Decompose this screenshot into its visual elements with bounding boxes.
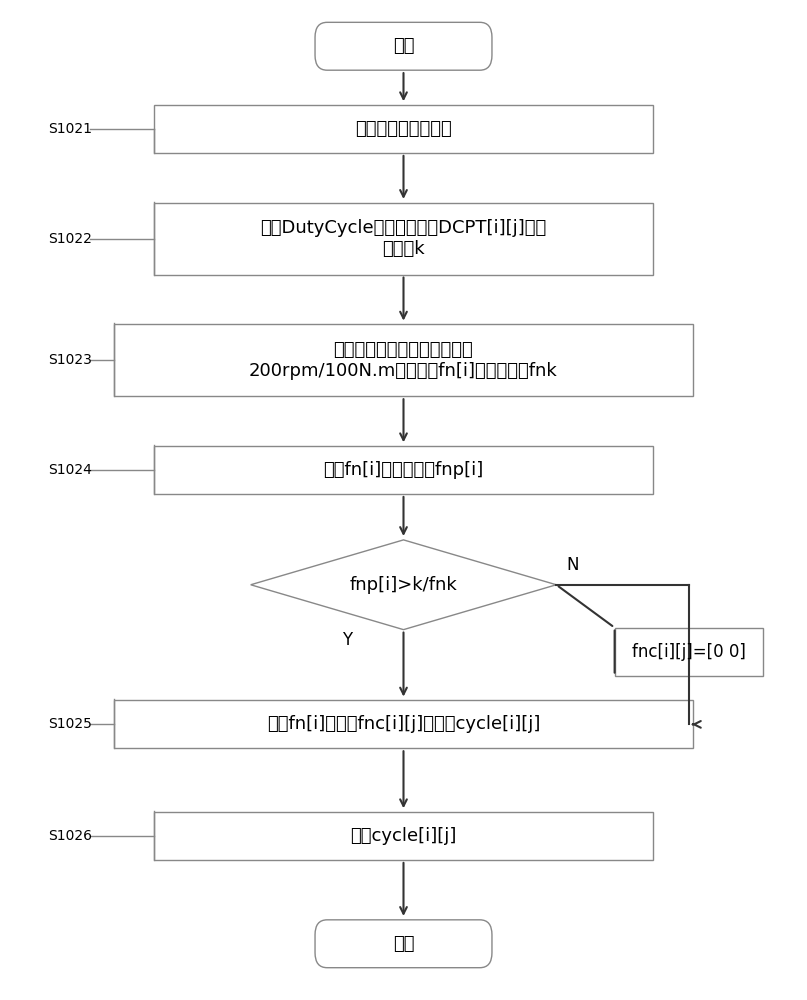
FancyBboxPatch shape [154, 446, 653, 494]
FancyBboxPatch shape [154, 105, 653, 153]
Polygon shape [251, 540, 556, 630]
FancyBboxPatch shape [114, 700, 693, 748]
FancyBboxPatch shape [114, 324, 693, 396]
Text: S1026: S1026 [48, 829, 92, 843]
Text: 读入DutyCycle转速扭矩存入DCPT[i][j]数据
总组数k: 读入DutyCycle转速扭矩存入DCPT[i][j]数据 总组数k [261, 219, 546, 258]
Text: fnp[i]>k/fnk: fnp[i]>k/fnk [349, 576, 458, 594]
Text: S1021: S1021 [48, 122, 92, 136]
Text: 外特性计算数据传递: 外特性计算数据传递 [355, 120, 452, 138]
FancyBboxPatch shape [315, 22, 492, 70]
Text: 外特性扩展区单区划分单区为
200rpm/100N.m单区编号fn[i]，单区总数fnk: 外特性扩展区单区划分单区为 200rpm/100N.m单区编号fn[i]，单区总… [249, 341, 558, 380]
Text: 输出cycle[i][j]: 输出cycle[i][j] [350, 827, 457, 845]
Text: fnc[i][j]=[0 0]: fnc[i][j]=[0 0] [632, 643, 746, 661]
Text: S1023: S1023 [48, 353, 92, 367]
Text: Y: Y [342, 631, 353, 649]
Text: S1024: S1024 [48, 463, 92, 477]
FancyBboxPatch shape [154, 203, 653, 275]
FancyBboxPatch shape [615, 628, 763, 676]
Text: 单区fn[i]数据点统计fnp[i]: 单区fn[i]数据点统计fnp[i] [324, 461, 483, 479]
Text: S1025: S1025 [48, 717, 92, 731]
Text: 结束: 结束 [393, 935, 414, 953]
Text: 开始: 开始 [393, 37, 414, 55]
Text: S1022: S1022 [48, 232, 92, 246]
FancyBboxPatch shape [154, 812, 653, 860]
FancyBboxPatch shape [315, 920, 492, 968]
Text: 单区fn[i]中心点fnc[i][j]，存入cycle[i][j]: 单区fn[i]中心点fnc[i][j]，存入cycle[i][j] [267, 715, 540, 733]
Text: N: N [567, 556, 579, 574]
